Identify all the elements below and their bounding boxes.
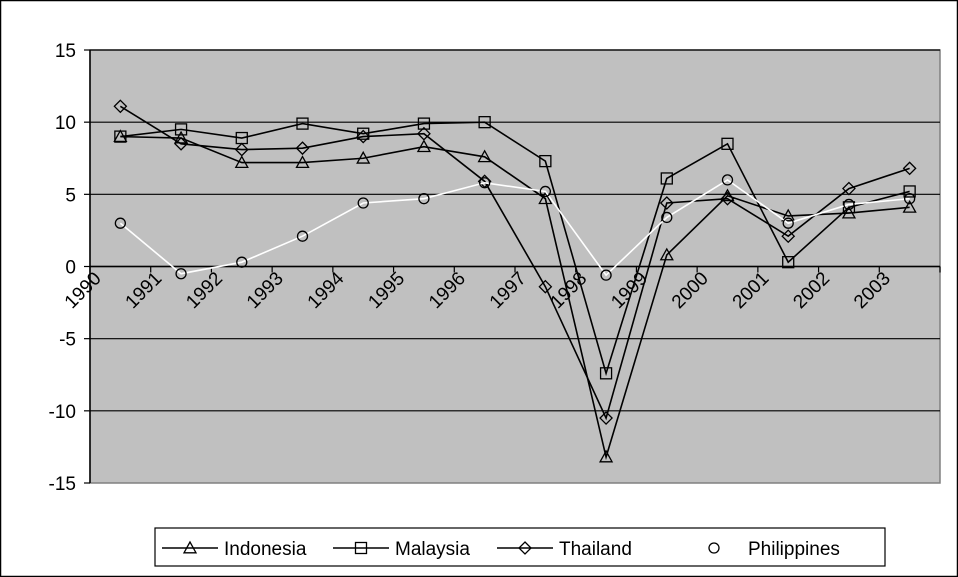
legend-label: Philippines [748,539,840,560]
data-point-thailand [417,126,431,141]
data-point-philippines [175,268,187,280]
legend-marker [182,540,198,554]
series-philippines [114,174,916,281]
legend-item-thailand: Thailand [497,539,632,560]
data-point-thailand [356,129,371,144]
data-point-thailand [781,229,796,244]
data-point-indonesia [902,199,917,213]
legend-marker [354,541,368,555]
y-tick-label: 5 [65,185,76,206]
data-point-thailand [599,411,613,425]
data-point-malaysia [842,201,856,214]
data-point-indonesia [598,449,614,463]
data-point-thailand [234,142,249,157]
data-point-indonesia [295,155,310,169]
data-point-philippines [357,197,369,209]
data-point-philippines [843,198,855,211]
data-point-malaysia [478,116,491,129]
legend-label: Thailand [559,539,632,560]
data-point-philippines [782,217,794,229]
series-line-philippines [119,178,910,277]
data-point-malaysia [903,185,916,198]
series-group [113,99,917,463]
data-point-malaysia [417,117,431,130]
legend-label: Indonesia [224,539,307,560]
data-point-indonesia [416,139,432,153]
data-point-malaysia [721,137,734,150]
legend-item-indonesia: Indonesia [162,539,307,560]
data-point-philippines [114,217,127,229]
data-point-philippines [600,269,612,281]
series-line-indonesia [120,135,910,461]
data-point-thailand [295,141,310,156]
data-point-indonesia [659,247,674,261]
y-tick-label: 10 [55,113,76,134]
data-point-malaysia [599,367,613,380]
legend-marker [708,542,720,554]
data-point-philippines [236,256,248,268]
series-line-malaysia [120,121,910,377]
y-tick-label: -15 [49,474,76,495]
data-point-indonesia [781,208,796,222]
data-point-malaysia [357,127,370,140]
legend-item-philippines: Philippines [708,539,840,560]
data-point-malaysia [174,123,188,136]
y-tick-label: 15 [55,41,76,62]
data-point-philippines [661,211,673,224]
data-point-malaysia [782,256,795,269]
data-point-thailand [720,191,735,206]
data-point-thailand [113,99,128,114]
data-point-thailand [902,161,917,176]
y-tick-label: -10 [49,402,76,423]
data-point-indonesia [356,150,371,164]
y-tick-label: 0 [65,258,76,279]
data-point-indonesia [538,191,553,205]
data-point-thailand [842,181,856,196]
y-tick-label: -5 [59,330,76,351]
data-point-indonesia [234,155,249,169]
data-point-philippines [903,193,916,205]
legend-label: Malaysia [395,539,470,560]
data-point-philippines [478,177,491,189]
legend: Indonesia Malaysia Thailand Philippines [154,527,886,567]
data-point-indonesia [477,149,492,163]
data-point-malaysia [539,154,552,168]
data-point-philippines [539,185,552,198]
data-point-thailand [538,279,553,294]
data-point-malaysia [114,130,127,143]
data-point-philippines [721,174,734,186]
series-line-thailand [119,105,910,421]
legend-item-malaysia: Malaysia [333,539,470,560]
data-point-philippines [418,193,430,205]
data-point-indonesia [173,130,189,144]
data-point-thailand [174,136,188,151]
legend-marker [518,541,532,555]
data-point-thailand [659,196,674,210]
data-point-philippines [296,230,309,242]
data-point-malaysia [660,172,673,185]
data-point-malaysia [296,117,309,130]
